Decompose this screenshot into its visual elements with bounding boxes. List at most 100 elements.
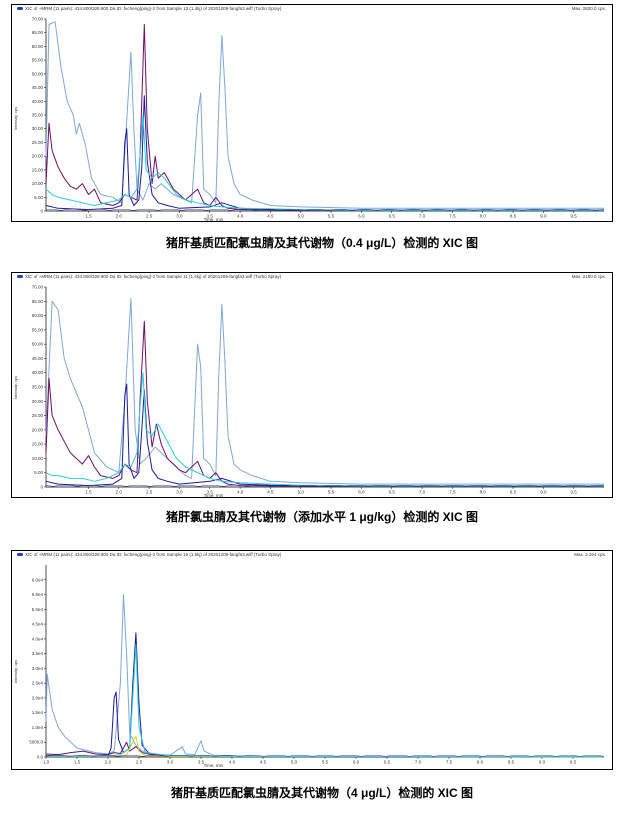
y-tick-label: 35.00 — [32, 385, 44, 390]
y-tick-label: 5.0e4 — [32, 607, 44, 612]
y-tick-label: 15.00 — [32, 442, 44, 447]
x-tick-label: 8.0 — [480, 490, 487, 495]
series-line-1 — [45, 21, 604, 209]
x-axis-label: Time, min — [204, 217, 224, 221]
y-tick-label: 35.00 — [32, 113, 44, 118]
x-tick-label: 4.0 — [237, 214, 244, 219]
y-tick-label: 65.00 — [32, 299, 44, 304]
y-tick-label: 45.00 — [32, 85, 44, 90]
panel-1-plot: 0 5.00 10.00 15.00 20.00 25.00 30.00 35.00 40.00… — [32, 17, 605, 221]
chromatogram-panel-3: XIC of +MRM (11 pairs): 434.800/328.900 … — [11, 550, 613, 770]
panel-2-max: Max. 2150.0 cps. — [571, 274, 606, 279]
x-tick-label: 6.0 — [358, 490, 365, 495]
x-tick-label: 2.0 — [116, 490, 123, 495]
x-tick-label: 4.5 — [260, 760, 267, 765]
x-tick-label: 6.0 — [353, 760, 360, 765]
y-tick-label: 45.00 — [32, 356, 44, 361]
x-axis-label: Time, min — [204, 493, 224, 497]
baseline-noise — [45, 208, 605, 211]
x-tick-label: 1.5 — [85, 490, 92, 495]
y-tick-label: 55.00 — [32, 58, 44, 63]
y-tick-label: 40.00 — [32, 370, 44, 375]
y-tick-label: 30.00 — [32, 399, 44, 404]
x-tick-label: 9.0 — [539, 760, 546, 765]
x-tick-label: 2.0 — [116, 214, 123, 219]
baseline-noise — [45, 484, 605, 487]
y-tick-label: 60.00 — [32, 44, 44, 49]
y-tick-label: 5000.0 — [29, 740, 43, 745]
x-tick-label: 9.5 — [571, 490, 578, 495]
x-tick-label: 4.5 — [267, 214, 274, 219]
panel-3-header-text: XIC of +MRM (11 pairs): 434.800/328.900 … — [25, 552, 282, 557]
x-tick-label: 5.0 — [298, 490, 305, 495]
x-tick-label: 5.5 — [328, 214, 335, 219]
series-line-2 — [45, 632, 604, 758]
y-tick-label: 0.0 — [37, 755, 44, 760]
x-tick-label: 2.0 — [105, 760, 112, 765]
y-tick-label: 1.5e4 — [32, 710, 44, 715]
y-tick-label: 10.00 — [32, 181, 44, 186]
caption-2: 猪肝氯虫腈及其代谢物（添加水平 1 μg/kg）检测的 XIC 图 — [165, 510, 479, 524]
y-tick-label: 25.00 — [32, 413, 44, 418]
x-tick-label: 3.0 — [167, 760, 174, 765]
series-marker-icon — [17, 275, 23, 279]
x-tick-label: 2.5 — [146, 490, 153, 495]
x-tick-label: 8.5 — [508, 760, 515, 765]
panel-2-header-text: XIC of +MRM (11 pairs): 434.800/328.900 … — [25, 274, 282, 279]
panel-3-max: Max. 2.2e4 cps. — [574, 552, 606, 557]
y-tick-label: 4.0e4 — [32, 636, 44, 641]
x-tick-label: 1.0 — [43, 760, 50, 765]
x-tick-label: 5.5 — [322, 760, 329, 765]
y-tick-label: 0 — [40, 485, 43, 490]
y-tick-label: 10.00 — [32, 456, 44, 461]
series-line-3 — [45, 383, 604, 487]
x-tick-label: 7.5 — [449, 214, 456, 219]
baseline-noise — [45, 754, 605, 757]
chromatogram-panel-1: XIC of +MRM (11 pairs): 434.800/328.900 … — [11, 4, 613, 222]
panel-2-plot: 0 5.00 10.00 15.00 20.00 25.00 30.00 35.00 40.00… — [32, 285, 605, 497]
x-tick-label: 5.0 — [298, 214, 305, 219]
series-line-3 — [45, 95, 604, 211]
x-tick-label: 9.0 — [540, 490, 547, 495]
x-tick-label: 3.5 — [198, 760, 205, 765]
x-tick-label: 4.0 — [237, 490, 244, 495]
series-line-5 — [46, 644, 605, 758]
x-tick-label: 7.0 — [419, 490, 426, 495]
y-tick-label: 60.00 — [32, 313, 44, 318]
x-axis-label: Time, min — [204, 763, 224, 768]
x-tick-label: 9.5 — [570, 760, 577, 765]
y-tick-label: 50.00 — [32, 342, 44, 347]
x-tick-label: 5.5 — [328, 490, 335, 495]
y-tick-label: 5.00 — [34, 470, 43, 475]
panel-1-max: Max. 2820.0 cps. — [571, 6, 606, 11]
y-tick-label: 3.5e4 — [32, 651, 44, 656]
x-tick-label: 6.0 — [358, 214, 365, 219]
y-tick-label: 20.00 — [32, 427, 44, 432]
x-tick-label: 7.0 — [415, 760, 422, 765]
y-tick-label: 3.0e4 — [32, 666, 44, 671]
y-tick-label: 65.00 — [32, 30, 44, 35]
y-tick-label: 1.0e4 — [32, 725, 44, 730]
x-tick-label: 3.0 — [176, 214, 183, 219]
caption-3: 猪肝基质匹配氯虫腈及其代谢物（4 μg/L）检测的 XIC 图 — [170, 786, 474, 800]
series-line-2 — [45, 24, 604, 211]
y-tick-label: 55.00 — [32, 327, 44, 332]
x-tick-label: 8.0 — [477, 760, 484, 765]
panel-2-header: XIC of +MRM (11 pairs): 434.800/328.900 … — [17, 274, 281, 279]
x-tick-label: 6.5 — [389, 490, 396, 495]
series-line-4 — [45, 114, 604, 211]
x-tick-label: 8.5 — [510, 214, 517, 219]
y-tick-label: 50.00 — [32, 71, 44, 76]
y-tick-label: 15.00 — [32, 167, 44, 172]
x-tick-label: 9.0 — [540, 214, 547, 219]
x-tick-label: 3.5 — [207, 214, 214, 219]
x-tick-label: 2.5 — [136, 760, 143, 765]
x-tick-label: 8.0 — [480, 214, 487, 219]
x-tick-label: 7.5 — [449, 490, 456, 495]
y-tick-label: 30.00 — [32, 126, 44, 131]
y-tick-label: 2.0e4 — [32, 695, 44, 700]
panel-3-header: XIC of +MRM (11 pairs): 434.800/328.900 … — [17, 552, 281, 557]
series-line-1 — [45, 594, 604, 758]
x-tick-label: 6.5 — [389, 214, 396, 219]
y-tick-label: 5.5e4 — [32, 592, 44, 597]
